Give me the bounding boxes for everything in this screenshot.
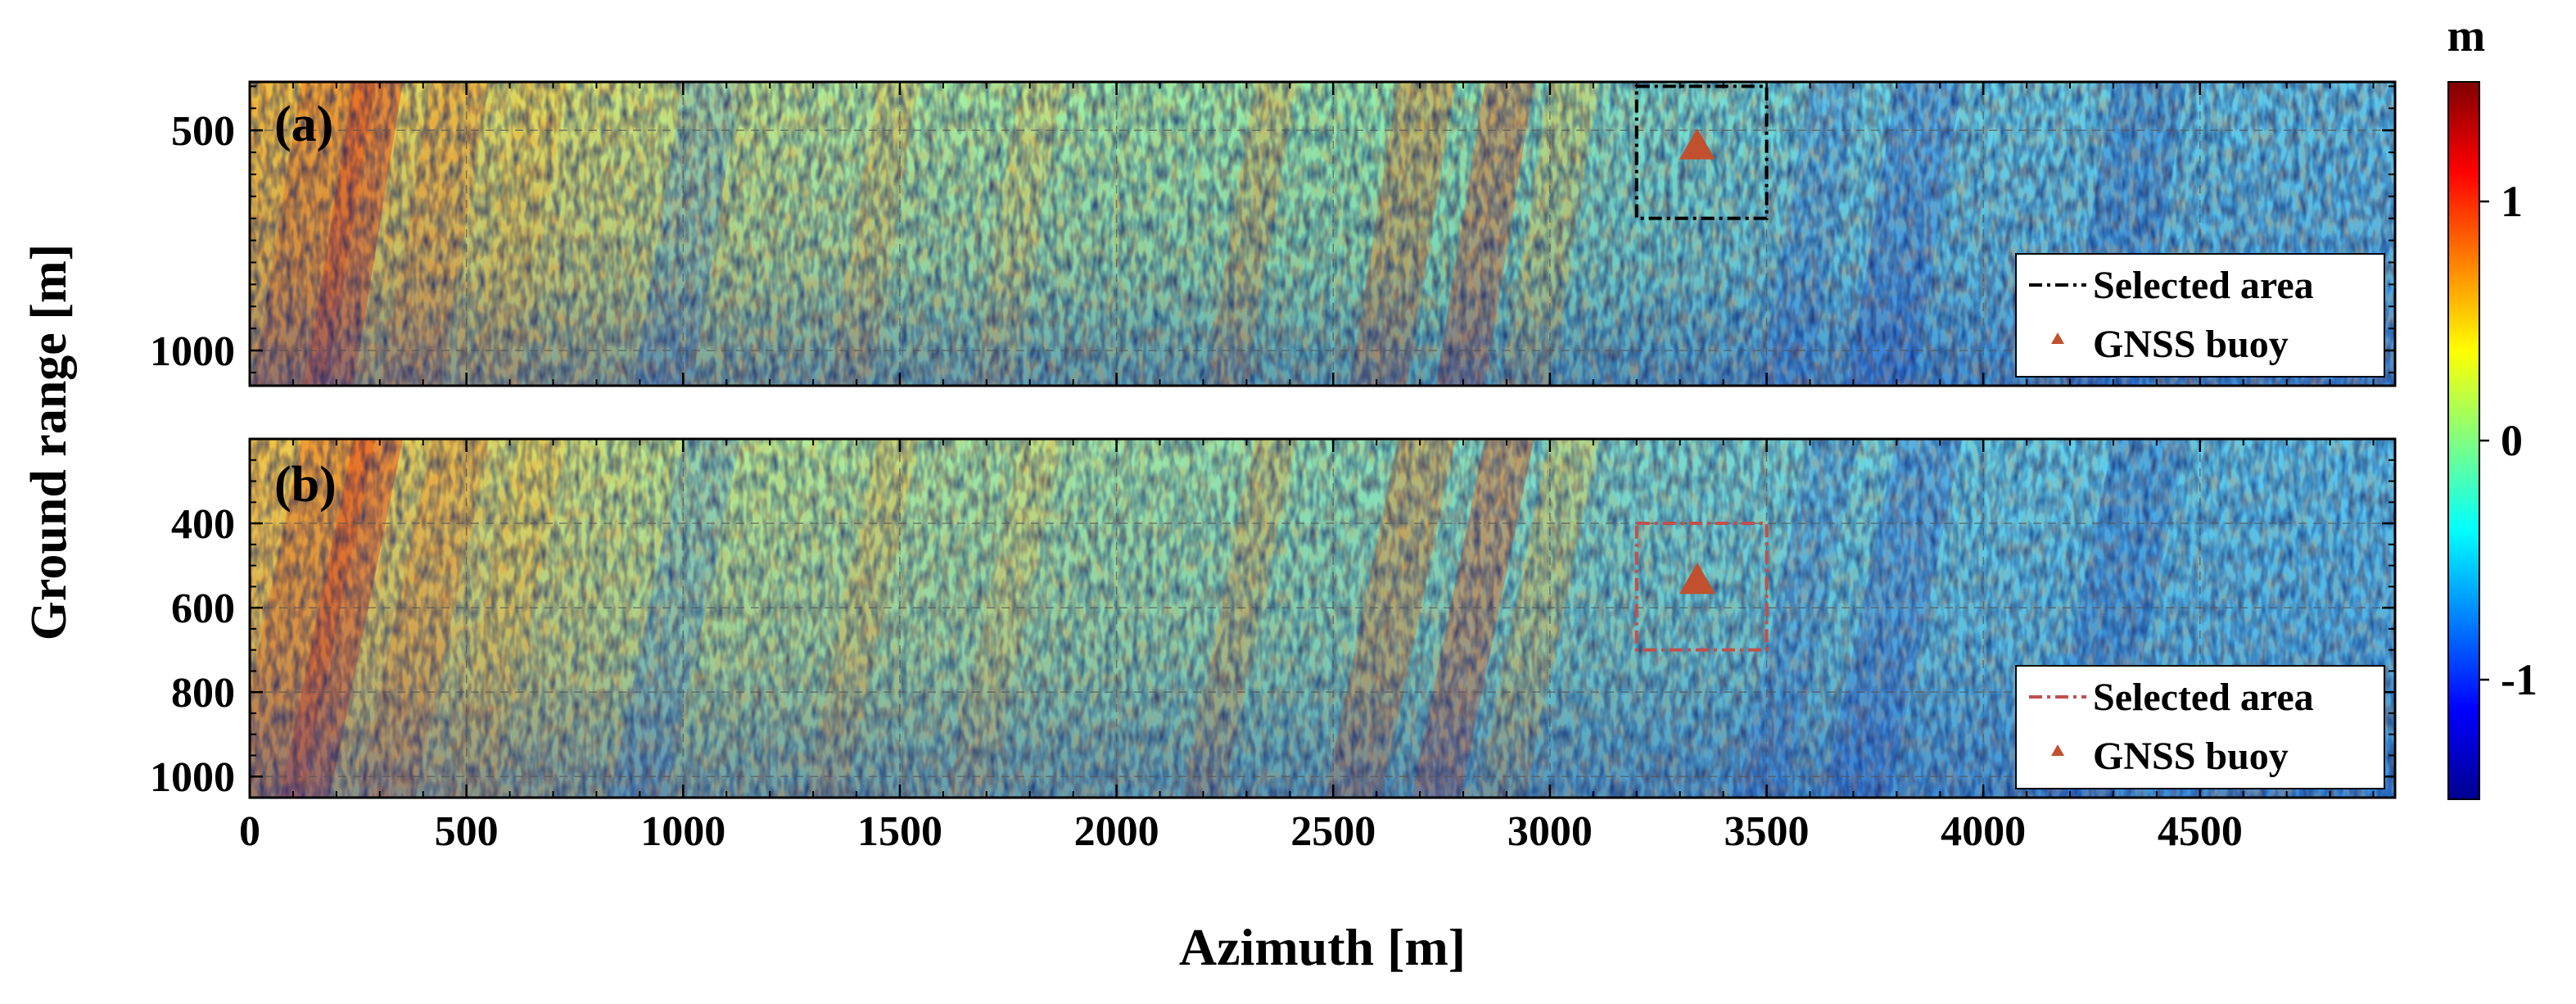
panel-a-label: (a) [274, 97, 333, 152]
colorbar-tick-label: -1 [2501, 655, 2538, 704]
colorbar-tick-label: 0 [2501, 416, 2523, 465]
y-axis-title: Ground range [m] [21, 244, 77, 641]
x-tick-label: 2000 [1074, 808, 1159, 855]
legend-gnss-buoy: GNSS buoy [2093, 323, 2289, 366]
y-tick-label: 800 [171, 670, 235, 717]
x-tick-label: 4500 [2158, 808, 2243, 855]
legend-gnss-buoy: GNSS buoy [2093, 735, 2289, 778]
panel-b-label: (b) [274, 457, 337, 513]
panel-a-frame [248, 80, 2397, 387]
x-axis-title: Azimuth [m] [1179, 918, 1466, 976]
legend-selected-area: Selected area [2093, 676, 2314, 719]
selected-area-box [1634, 84, 1769, 220]
colorbar-tick-label: 1 [2501, 177, 2523, 226]
legend-triangle-icon [2051, 332, 2064, 344]
colorbar-unit: m [2447, 11, 2486, 61]
x-tick-label: 4000 [1941, 808, 2026, 855]
y-tick-label: 1000 [150, 328, 235, 375]
x-tick-label: 1500 [857, 808, 942, 855]
x-tick-label: 2500 [1290, 808, 1376, 855]
panel-b-legend: Selected area GNSS buoy [2015, 665, 2385, 789]
y-tick-label: 400 [171, 501, 235, 548]
gnss-buoy-marker [1679, 563, 1715, 595]
y-tick-label: 600 [171, 586, 235, 632]
selected-area-box [1634, 522, 1769, 652]
legend-selected-area: Selected area [2093, 264, 2314, 307]
x-tick-label: 3500 [1724, 808, 1810, 855]
x-tick-label: 3000 [1507, 808, 1593, 855]
panel-b-frame [248, 437, 2397, 799]
x-tick-label: 0 [239, 808, 260, 855]
x-tick-label: 500 [435, 808, 499, 855]
y-tick-label: 500 [171, 108, 235, 155]
panel-a-legend: Selected area GNSS buoy [2015, 253, 2385, 378]
x-tick-label: 1000 [640, 808, 725, 855]
colorbar [2447, 81, 2480, 800]
legend-triangle-icon [2051, 744, 2064, 756]
gnss-buoy-marker [1679, 128, 1715, 160]
y-tick-label: 1000 [150, 754, 235, 801]
